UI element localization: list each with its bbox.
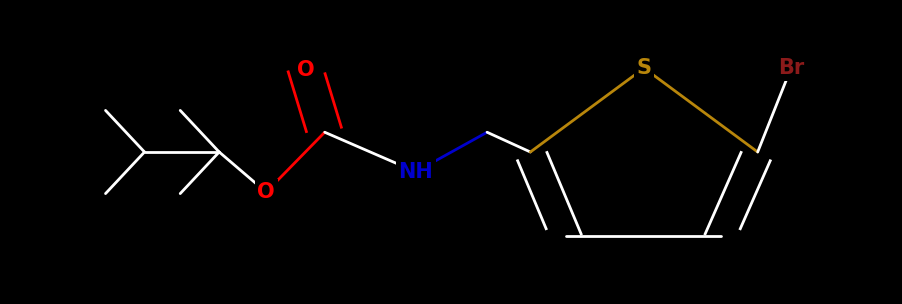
Text: O: O (257, 182, 275, 202)
Text: Br: Br (778, 58, 805, 78)
Text: S: S (637, 58, 651, 78)
Text: NH: NH (399, 162, 433, 182)
Text: O: O (297, 60, 315, 80)
